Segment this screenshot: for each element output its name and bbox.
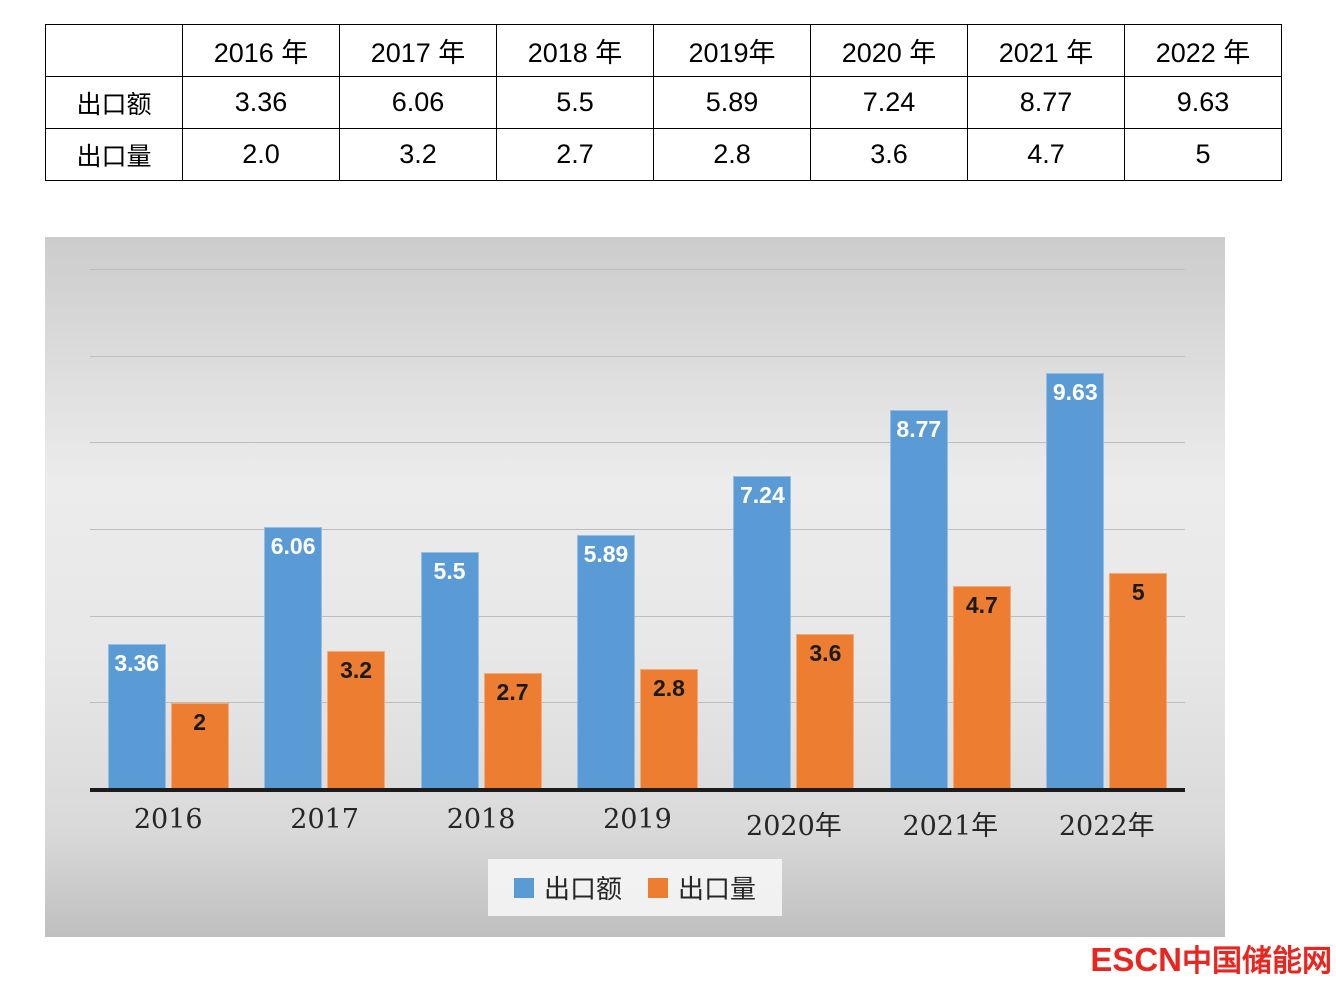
table-year-cell: 2019年	[653, 24, 811, 77]
legend-box: 出口额 出口量	[487, 859, 783, 916]
table-year-cell: 2021 年	[967, 24, 1125, 77]
bar-data-label: 8.77	[896, 415, 942, 442]
bar-group-2016: 3.36 2	[90, 270, 246, 790]
legend-label: 出口额	[543, 875, 622, 905]
bar-group-2022年: 9.63 5	[1029, 270, 1185, 790]
table-year-cell: 2016 年	[182, 24, 340, 77]
bar-data-label: 2	[193, 709, 207, 736]
table-value-cell: 3.36	[182, 76, 340, 129]
legend: 出口额 出口量	[45, 859, 1225, 916]
table-year-cell: 2020 年	[810, 24, 968, 77]
bar-data-label: 5.5	[433, 557, 466, 584]
table-year-cell: 2022 年	[1124, 24, 1282, 77]
table-value-cell: 5.5	[496, 76, 654, 129]
gridline	[90, 702, 1185, 704]
x-axis-label: 2019	[603, 804, 672, 835]
x-axis-label: 2016	[133, 804, 203, 835]
bar-data-label: 7.24	[740, 482, 785, 509]
table-value-cell: 9.63	[1124, 76, 1282, 129]
data-table: 2016 年 2017 年 2018 年 2019年 2020 年 2021 年 2022 …	[45, 24, 1282, 181]
data-table-body: 2016 年 2017 年 2018 年 2019年 2020 年 2021 年 2022 …	[45, 24, 1282, 181]
bar-data-label: 3.36	[114, 650, 160, 677]
watermark-logo: ESCN	[1090, 941, 1182, 978]
x-axis-label: 2018	[446, 804, 516, 835]
table-year-cell: 2017 年	[339, 24, 497, 77]
legend-swatch-icon	[648, 877, 668, 898]
table-header-row: 2016 年 2017 年 2018 年 2019年 2020 年 2021 年 2022 …	[45, 24, 1282, 77]
bar-出口额: 8.77	[889, 409, 948, 790]
x-axis-label: 2022年	[1058, 811, 1155, 842]
table-value-cell: 3.2	[339, 128, 497, 181]
table-row: 出口额 3.36 6.06 5.5 5.89 7.24 8.77 9.63	[45, 76, 1282, 129]
bar-data-label: 3.2	[340, 657, 373, 684]
bar-data-label: 3.6	[809, 640, 842, 666]
x-axis-line	[90, 788, 1185, 792]
bar-data-label: 4.7	[965, 592, 998, 619]
gridline	[90, 442, 1185, 444]
legend-item-出口额: 出口额	[513, 869, 622, 906]
bar-出口量: 5	[1109, 573, 1168, 790]
table-corner-cell	[45, 24, 183, 77]
bar-data-label: 2.8	[652, 674, 685, 701]
x-axis-label: 2021年	[902, 811, 999, 842]
table-row-label: 出口额	[45, 76, 183, 129]
table-value-cell: 2.0	[182, 128, 340, 181]
bar-group-2019: 5.89 2.8	[559, 270, 715, 790]
legend-label: 出口量	[678, 875, 757, 905]
gridline	[90, 615, 1185, 617]
table-value-cell: 2.8	[653, 128, 811, 181]
table-year-cell: 2018 年	[496, 24, 654, 77]
bar-出口量: 3.2	[327, 651, 386, 790]
bar-出口量: 2.8	[639, 668, 698, 790]
bar-出口量: 3.6	[796, 634, 855, 790]
bar-data-label: 6.06	[270, 533, 316, 560]
x-axis-labels: 2016 2017 2018 2019 2020年 2021年 2022年	[90, 804, 1185, 843]
bar-groups: 3.36 2 6.06 3.2 5.5 2.7 5.89 2.8 7.24 3.6 8.77 4.7 9…	[90, 270, 1185, 790]
table-value-cell: 2.7	[496, 128, 654, 181]
x-axis-label: 2020年	[746, 811, 842, 842]
bar-出口量: 4.7	[952, 586, 1011, 790]
table-row-label: 出口量	[45, 128, 183, 181]
legend-swatch-icon	[513, 877, 534, 898]
table-value-cell: 3.6	[810, 128, 968, 181]
table-value-cell: 4.7	[967, 128, 1125, 181]
table-value-cell: 5	[1124, 128, 1282, 181]
bar-group-2018: 5.5 2.7	[403, 270, 559, 790]
bar-出口量: 2.7	[483, 673, 542, 790]
gridline	[90, 269, 1185, 270]
table-value-cell: 5.89	[653, 76, 811, 129]
bar-group-2021年: 8.77 4.7	[872, 270, 1028, 790]
bar-出口额: 6.06	[264, 527, 323, 790]
plot-area: 3.36 2 6.06 3.2 5.5 2.7 5.89 2.8 7.24 3.6 8.77 4.7 9…	[90, 269, 1185, 792]
bar-出口额: 5.5	[420, 551, 479, 790]
bar-data-label: 5.89	[583, 540, 629, 567]
bar-chart: 3.36 2 6.06 3.2 5.5 2.7 5.89 2.8 7.24 3.6 8.77 4.7 9…	[45, 237, 1225, 937]
bar-data-label: 2.7	[496, 679, 529, 705]
export-data-table-wrap: 2016 年 2017 年 2018 年 2019年 2020 年 2021 年 2022 …	[45, 24, 1282, 181]
legend-item-出口量: 出口量	[648, 869, 756, 906]
table-value-cell: 8.77	[967, 76, 1125, 129]
watermark: ESCN中国储能网	[1090, 936, 1332, 980]
bar-出口量: 2	[170, 703, 229, 790]
bar-出口额: 7.24	[733, 476, 792, 790]
gridline	[90, 529, 1185, 530]
watermark-brand: 中国储能网	[1182, 944, 1332, 979]
x-axis-label: 2017	[290, 804, 359, 835]
bar-group-2020年: 7.24 3.6	[716, 270, 872, 790]
bar-出口额: 3.36	[107, 644, 166, 790]
bar-出口额: 9.63	[1046, 372, 1105, 790]
bar-data-label: 9.63	[1052, 378, 1098, 405]
table-value-cell: 6.06	[339, 76, 497, 129]
bar-group-2017: 6.06 3.2	[246, 270, 402, 790]
table-value-cell: 7.24	[810, 76, 968, 129]
table-row: 出口量 2.0 3.2 2.7 2.8 3.6 4.7 5	[45, 128, 1282, 181]
bar-出口额: 5.89	[576, 534, 635, 790]
gridline	[90, 355, 1185, 357]
bar-data-label: 5	[1131, 579, 1145, 606]
